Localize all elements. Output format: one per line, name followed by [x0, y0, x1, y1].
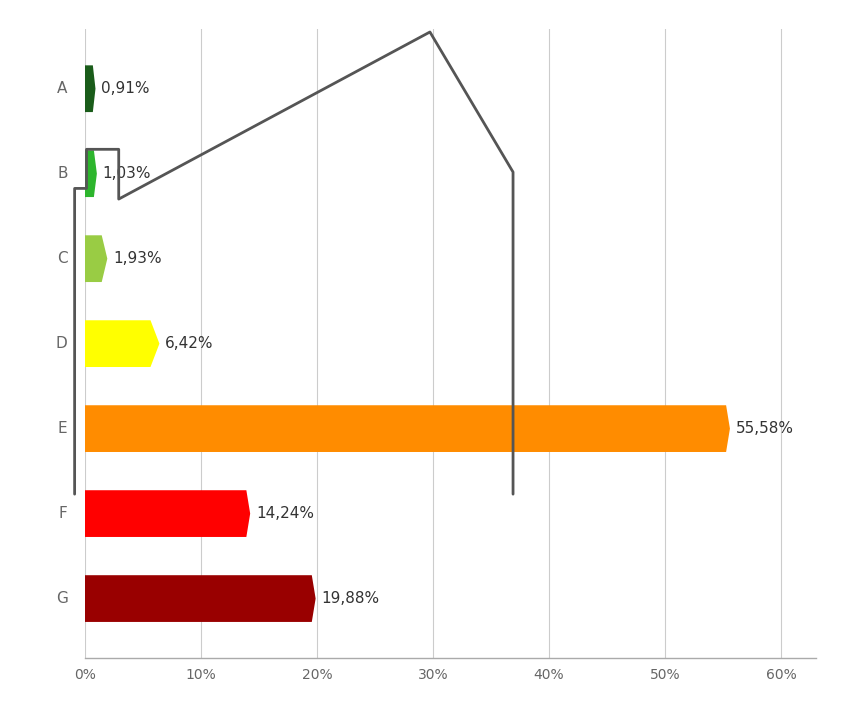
Text: A: A	[57, 81, 68, 96]
Text: E: E	[58, 421, 68, 436]
Polygon shape	[85, 575, 315, 622]
Text: F: F	[59, 506, 68, 521]
Text: 19,88%: 19,88%	[321, 591, 380, 606]
Text: C: C	[57, 251, 68, 266]
Text: 0,91%: 0,91%	[101, 81, 150, 96]
Text: D: D	[56, 336, 68, 351]
Text: 55,58%: 55,58%	[736, 421, 794, 436]
Polygon shape	[85, 490, 250, 537]
Text: G: G	[56, 591, 68, 606]
Text: 14,24%: 14,24%	[256, 506, 314, 521]
Text: 1,03%: 1,03%	[103, 166, 151, 181]
Polygon shape	[85, 320, 159, 367]
Text: B: B	[57, 166, 68, 181]
Text: 1,93%: 1,93%	[113, 251, 162, 266]
Polygon shape	[85, 65, 96, 112]
Polygon shape	[85, 235, 108, 282]
Polygon shape	[85, 405, 730, 452]
Text: 6,42%: 6,42%	[165, 336, 214, 351]
Polygon shape	[85, 150, 97, 197]
